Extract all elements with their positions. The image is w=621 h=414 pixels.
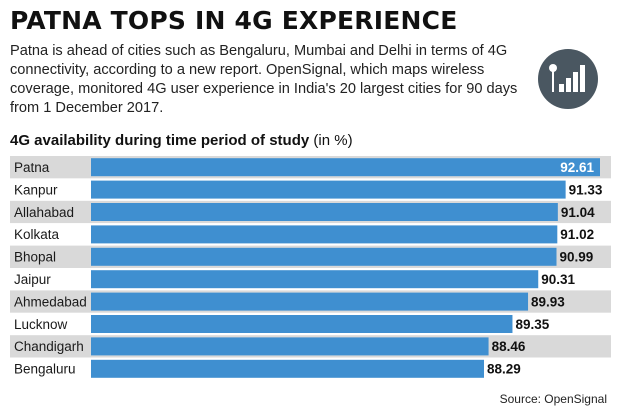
bar xyxy=(91,315,513,333)
bar-chart: Patna 92.61 Kanpur 91.33 Allahabad 91.04 Kolka… xyxy=(10,156,611,380)
bar xyxy=(91,158,600,177)
bar xyxy=(91,247,557,266)
chart-unit-label: (in %) xyxy=(313,132,353,149)
value-label: 91.02 xyxy=(560,227,594,242)
category-label: Kolkata xyxy=(14,227,60,242)
intro-text: Patna is ahead of cities such as Bengalu… xyxy=(10,43,518,116)
value-label: 88.29 xyxy=(487,362,521,377)
value-label: 88.46 xyxy=(492,339,526,354)
value-label: 89.93 xyxy=(531,294,565,309)
bar xyxy=(91,337,489,356)
value-label: 91.33 xyxy=(569,182,603,197)
category-label: Allahabad xyxy=(14,205,74,220)
signal-bars-icon xyxy=(538,49,598,109)
bar xyxy=(91,203,558,221)
bar xyxy=(91,292,529,311)
category-label: Patna xyxy=(14,160,50,175)
category-label: Lucknow xyxy=(14,317,68,332)
chart-title: 4G availability during time period of st… xyxy=(10,132,353,149)
bar xyxy=(91,180,566,199)
category-label: Chandigarh xyxy=(14,339,84,354)
page-title: PATNA TOPS IN 4G EXPERIENCE xyxy=(10,6,458,35)
category-label: Kanpur xyxy=(14,182,58,197)
category-label: Bhopal xyxy=(14,250,56,265)
value-label: 91.04 xyxy=(561,205,595,220)
source-credit: Source: OpenSignal xyxy=(499,392,607,406)
chart-title-main: 4G availability during time period of st… xyxy=(10,132,310,149)
value-label: 90.99 xyxy=(560,250,594,265)
category-label: Bengaluru xyxy=(14,362,76,377)
bar xyxy=(91,359,484,378)
bar xyxy=(91,270,539,289)
bar xyxy=(91,225,558,244)
category-label: Ahmedabad xyxy=(14,294,87,309)
value-label: 90.31 xyxy=(541,272,575,287)
category-label: Jaipur xyxy=(14,272,51,287)
value-label: 89.35 xyxy=(515,317,549,332)
value-label: 92.61 xyxy=(560,160,594,175)
